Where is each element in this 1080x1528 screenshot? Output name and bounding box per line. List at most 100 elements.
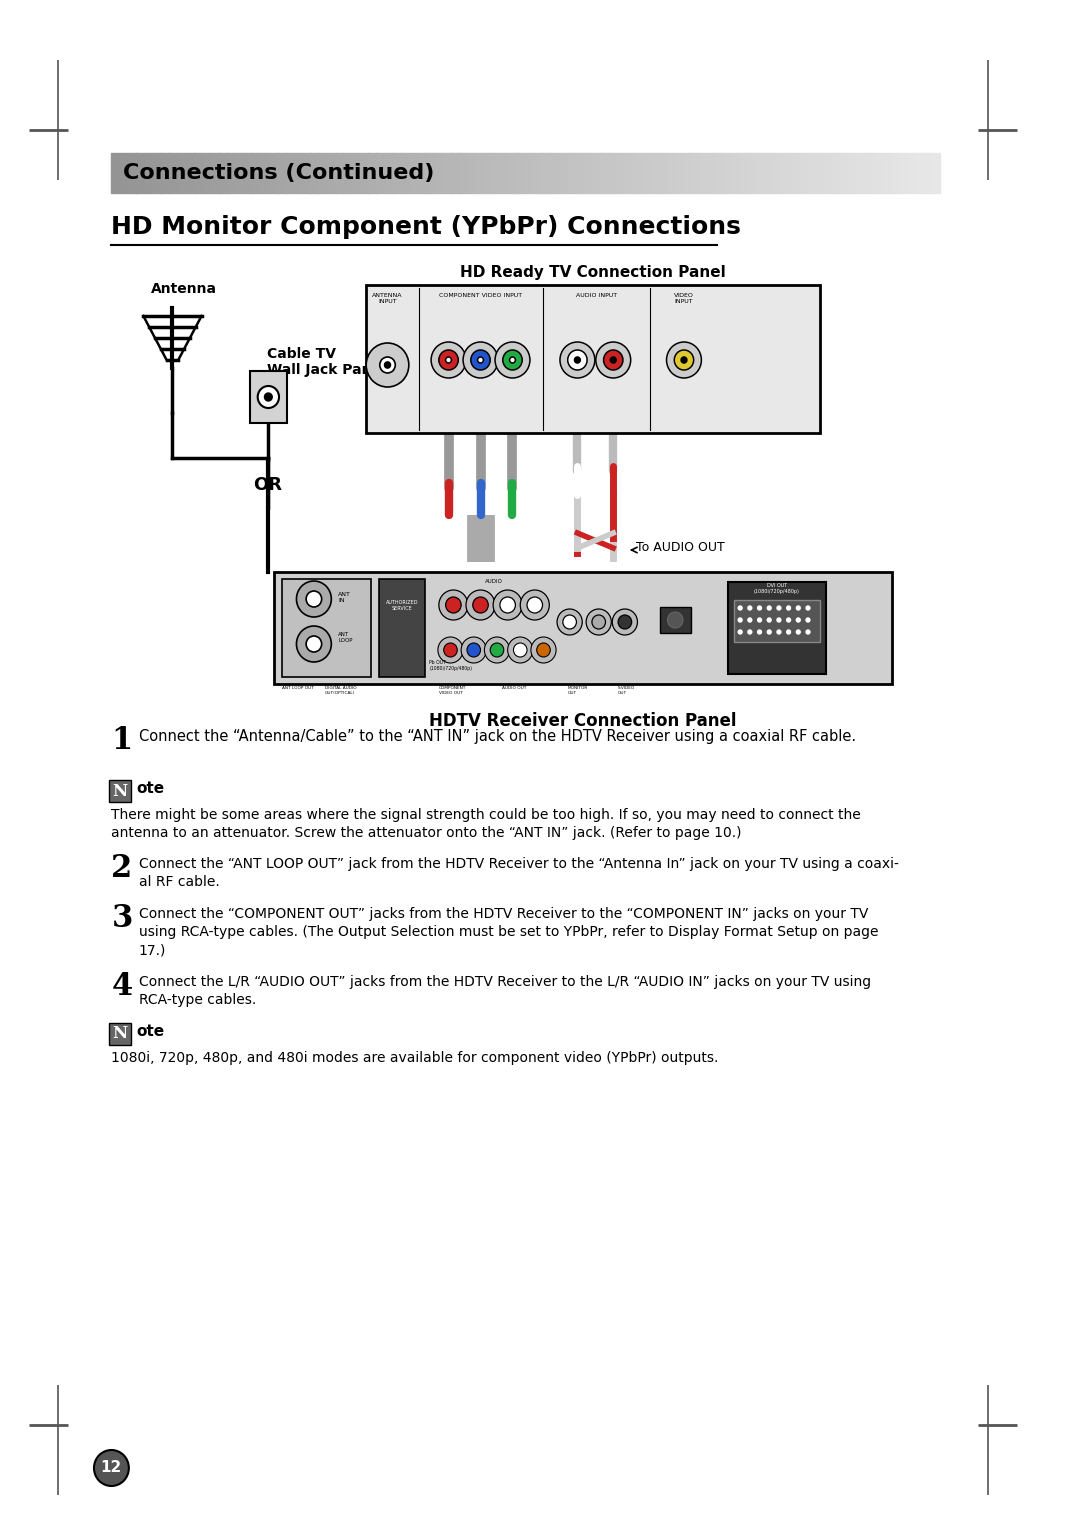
Bar: [170, 153, 178, 193]
Bar: [741, 153, 750, 193]
Text: 3: 3: [111, 903, 133, 934]
Circle shape: [681, 358, 687, 364]
Circle shape: [568, 350, 588, 370]
Bar: [899, 153, 907, 193]
Text: Pb OUT
(1080i/720p/480p): Pb OUT (1080i/720p/480p): [429, 660, 472, 671]
Bar: [766, 153, 774, 193]
Text: AUDIO: AUDIO: [485, 579, 503, 584]
Bar: [849, 153, 858, 193]
Text: 17.): 17.): [138, 943, 166, 957]
Text: There might be some areas where the signal strength could be too high. If so, yo: There might be some areas where the sign…: [111, 808, 861, 822]
Bar: [890, 153, 899, 193]
Bar: [658, 153, 666, 193]
Text: AUDIO OUT: AUDIO OUT: [502, 686, 526, 691]
Circle shape: [527, 597, 542, 613]
Text: Connect the “ANT LOOP OUT” jack from the HDTV Receiver to the “Antenna In” jack : Connect the “ANT LOOP OUT” jack from the…: [138, 857, 899, 871]
Circle shape: [786, 607, 791, 610]
Text: ANT
LOOP: ANT LOOP: [338, 633, 352, 643]
Circle shape: [521, 590, 550, 620]
Bar: [384, 153, 393, 193]
Circle shape: [437, 637, 463, 663]
Bar: [865, 153, 874, 193]
Bar: [161, 153, 170, 193]
Circle shape: [666, 342, 701, 377]
Bar: [633, 153, 642, 193]
Bar: [824, 153, 833, 193]
Bar: [335, 153, 343, 193]
Text: HD Ready TV Connection Panel: HD Ready TV Connection Panel: [460, 264, 726, 280]
Circle shape: [380, 358, 395, 373]
Bar: [409, 153, 418, 193]
Circle shape: [604, 350, 623, 370]
Circle shape: [612, 610, 637, 636]
Bar: [617, 153, 625, 193]
Circle shape: [739, 617, 742, 622]
Text: AUDIO INPUT: AUDIO INPUT: [577, 293, 618, 298]
Bar: [501, 153, 510, 193]
Circle shape: [777, 630, 781, 634]
Circle shape: [384, 362, 391, 368]
Circle shape: [806, 617, 810, 622]
Bar: [319, 153, 327, 193]
Circle shape: [306, 591, 322, 607]
Text: COMPONENT
VIDEO OUT: COMPONENT VIDEO OUT: [438, 686, 467, 695]
Bar: [650, 153, 659, 193]
Bar: [244, 153, 253, 193]
Text: COMPONENT VIDEO INPUT: COMPONENT VIDEO INPUT: [438, 293, 522, 298]
Text: ANTENNA
INPUT: ANTENNA INPUT: [373, 293, 403, 304]
Bar: [302, 153, 311, 193]
Bar: [253, 153, 261, 193]
Text: 1: 1: [111, 724, 133, 756]
Bar: [360, 153, 368, 193]
Text: ote: ote: [136, 1024, 165, 1039]
Circle shape: [748, 630, 752, 634]
Bar: [683, 153, 691, 193]
Text: al RF cable.: al RF cable.: [138, 876, 219, 889]
Bar: [526, 153, 535, 193]
Circle shape: [296, 626, 332, 662]
Bar: [675, 153, 684, 193]
Bar: [260, 153, 269, 193]
Bar: [660, 607, 691, 633]
Bar: [725, 153, 733, 193]
Circle shape: [444, 643, 457, 657]
Bar: [728, 582, 826, 674]
Circle shape: [748, 617, 752, 622]
Bar: [109, 779, 131, 802]
Circle shape: [757, 630, 761, 634]
Circle shape: [796, 630, 800, 634]
Bar: [366, 286, 820, 432]
Bar: [186, 153, 194, 193]
Text: 1080i, 720p, 480p, and 480i modes are available for component video (YPbPr) outp: 1080i, 720p, 480p, and 480i modes are av…: [111, 1051, 719, 1065]
Bar: [600, 153, 609, 193]
Bar: [109, 1024, 131, 1045]
Bar: [443, 153, 451, 193]
Circle shape: [739, 630, 742, 634]
Circle shape: [767, 607, 771, 610]
Bar: [211, 153, 219, 193]
Bar: [915, 153, 923, 193]
Circle shape: [473, 597, 488, 613]
Text: ANT
IN: ANT IN: [338, 591, 351, 604]
Text: ANT LOOP OUT: ANT LOOP OUT: [282, 686, 314, 691]
Circle shape: [757, 617, 761, 622]
Circle shape: [786, 617, 791, 622]
Bar: [791, 153, 799, 193]
Bar: [249, 371, 287, 423]
Bar: [269, 153, 278, 193]
Circle shape: [465, 590, 495, 620]
Bar: [418, 153, 427, 193]
Bar: [707, 153, 716, 193]
Text: Connect the “COMPONENT OUT” jacks from the HDTV Receiver to the “COMPONENT IN” j: Connect the “COMPONENT OUT” jacks from t…: [138, 908, 868, 921]
Text: RCA-type cables.: RCA-type cables.: [138, 993, 256, 1007]
Bar: [120, 153, 129, 193]
Bar: [856, 153, 866, 193]
Bar: [379, 579, 426, 677]
Circle shape: [786, 630, 791, 634]
Bar: [815, 153, 824, 193]
Bar: [931, 153, 941, 193]
Circle shape: [575, 358, 580, 364]
Text: Cable TV
Wall Jack Panel: Cable TV Wall Jack Panel: [268, 347, 386, 377]
Text: S-VIDEO
OUT: S-VIDEO OUT: [618, 686, 635, 695]
Bar: [468, 153, 476, 193]
